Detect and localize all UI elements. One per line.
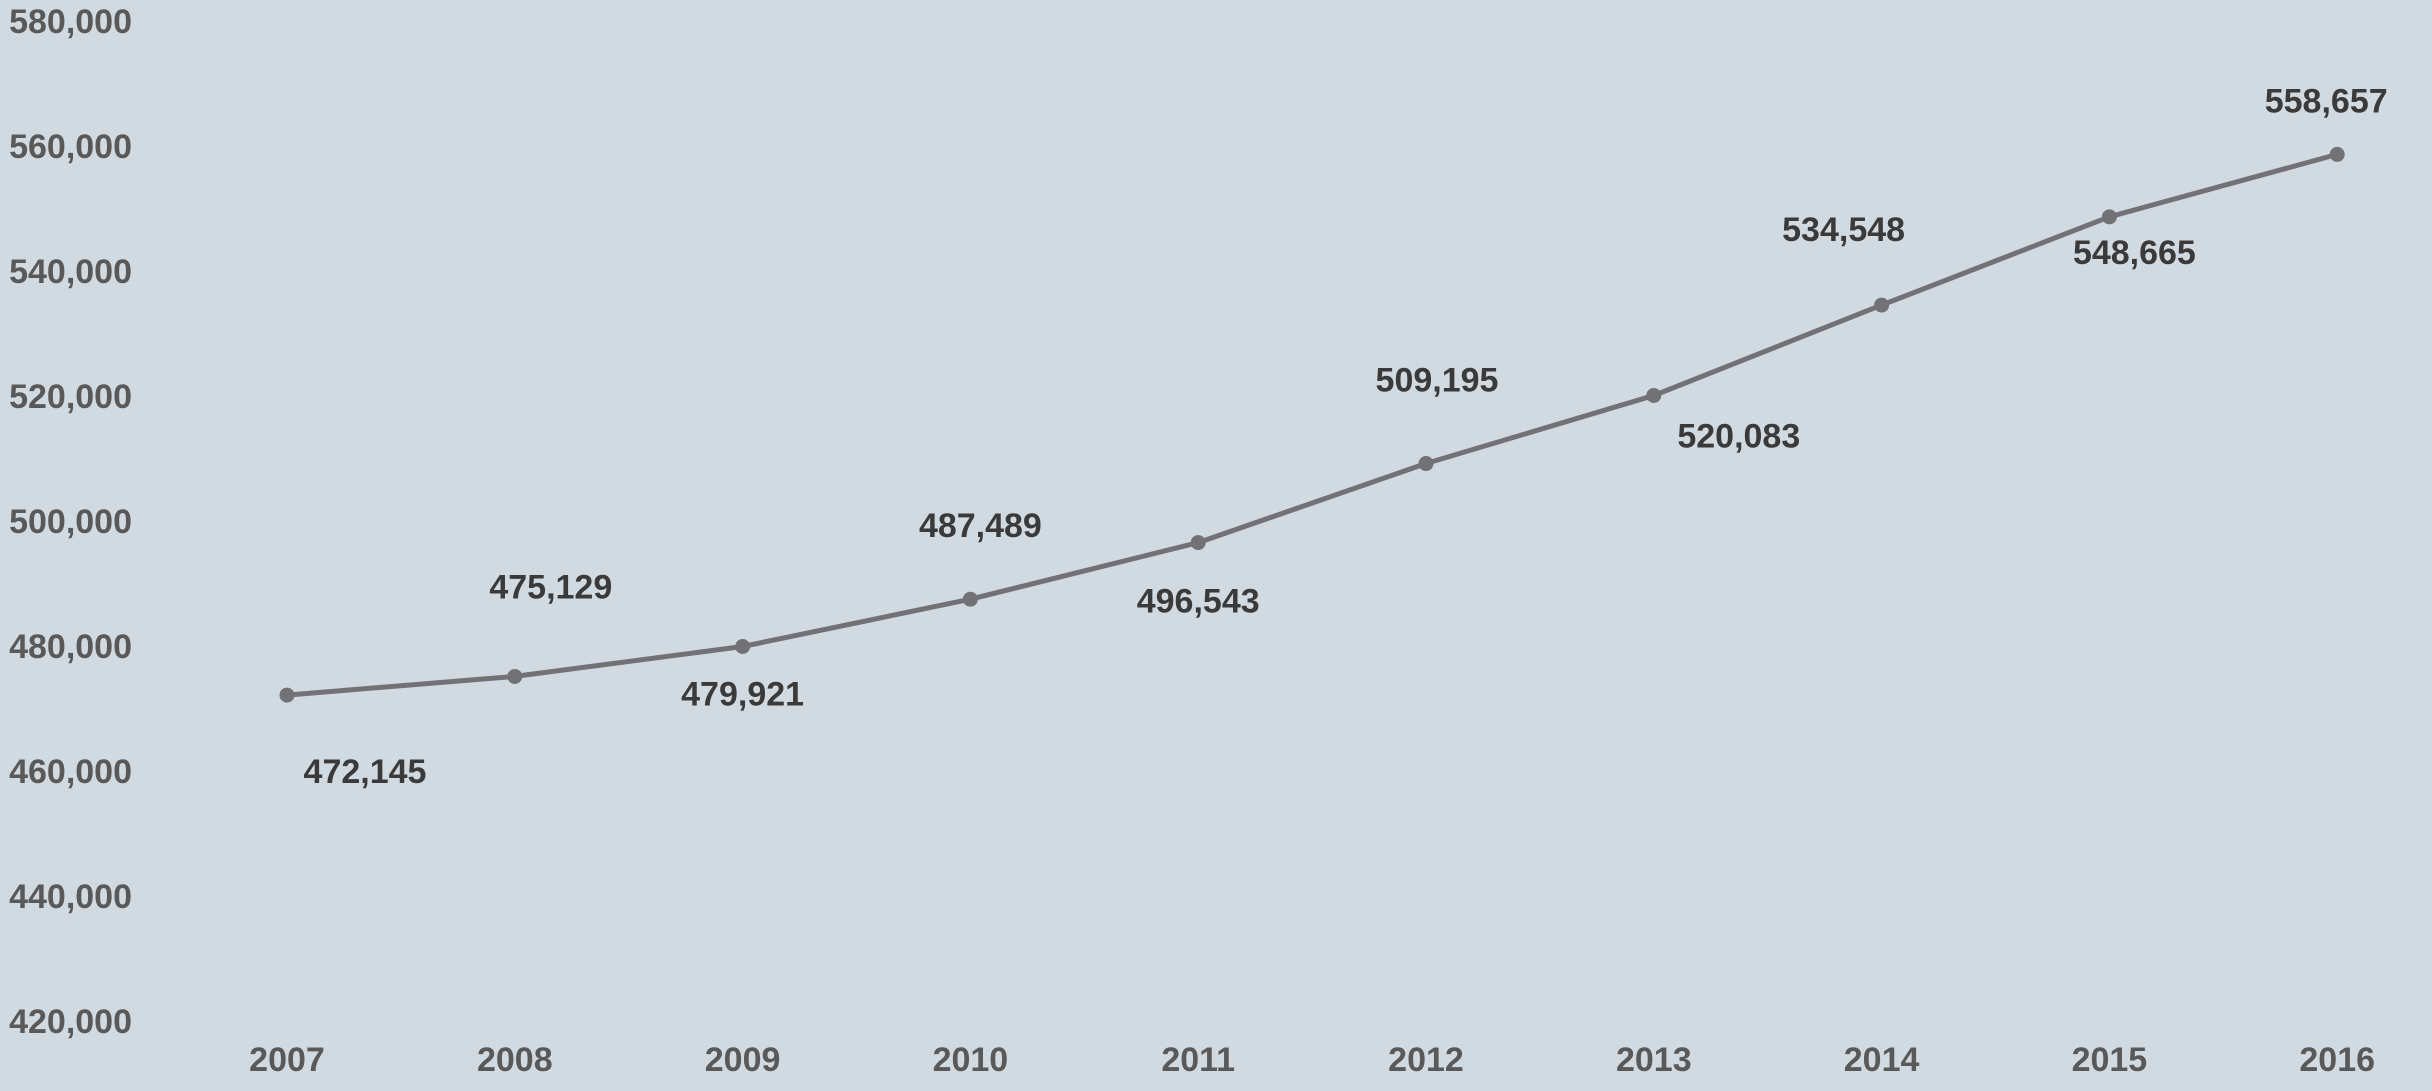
y-axis: 420,000 440,000 460,000 480,000 500,000 520,0… [9,3,132,1041]
data-point [507,668,523,684]
data-label-layer: 472,145 475,129 479,921 487,489 496,543 509,1… [304,82,2388,791]
x-tick-label: 2007 [249,1041,325,1079]
x-tick-label: 2008 [477,1041,553,1079]
y-tick-label: 420,000 [9,1003,132,1041]
x-tick-label: 2009 [705,1041,781,1079]
y-tick-label: 560,000 [9,128,132,166]
y-tick-label: 480,000 [9,628,132,666]
data-point [1874,297,1890,313]
data-label: 479,921 [681,675,804,713]
data-point [1190,535,1206,551]
y-tick-label: 580,000 [9,3,132,41]
data-label: 520,083 [1677,417,1800,455]
x-tick-label: 2010 [933,1041,1009,1079]
data-label: 472,145 [304,753,427,791]
y-tick-label: 500,000 [9,503,132,541]
data-label: 496,543 [1137,583,1260,621]
data-point [962,591,978,607]
x-tick-label: 2016 [2299,1041,2375,1079]
x-tick-label: 2011 [1161,1041,1235,1079]
series-layer [279,146,2345,703]
data-point [2329,146,2345,162]
x-axis: 2007 2008 2009 2010 2011 2012 2013 2014 2015 2016 [249,1041,2375,1079]
data-point [2101,209,2117,225]
data-point [279,687,295,703]
x-tick-label: 2012 [1388,1041,1464,1079]
data-label: 475,129 [489,568,612,606]
data-label: 558,657 [2265,82,2388,120]
y-tick-label: 520,000 [9,378,132,416]
y-tick-label: 460,000 [9,753,132,791]
data-point [1418,456,1434,472]
x-tick-label: 2015 [2072,1041,2148,1079]
data-label: 487,489 [919,507,1042,545]
y-tick-label: 440,000 [9,878,132,916]
data-label: 548,665 [2073,234,2196,272]
y-tick-label: 540,000 [9,253,132,291]
data-label: 534,548 [1782,211,1905,249]
x-tick-label: 2013 [1616,1041,1692,1079]
data-label: 509,195 [1376,362,1499,400]
data-point [1646,387,1662,403]
x-tick-label: 2014 [1844,1041,1920,1079]
series-line [284,151,2340,698]
data-point [735,638,751,654]
